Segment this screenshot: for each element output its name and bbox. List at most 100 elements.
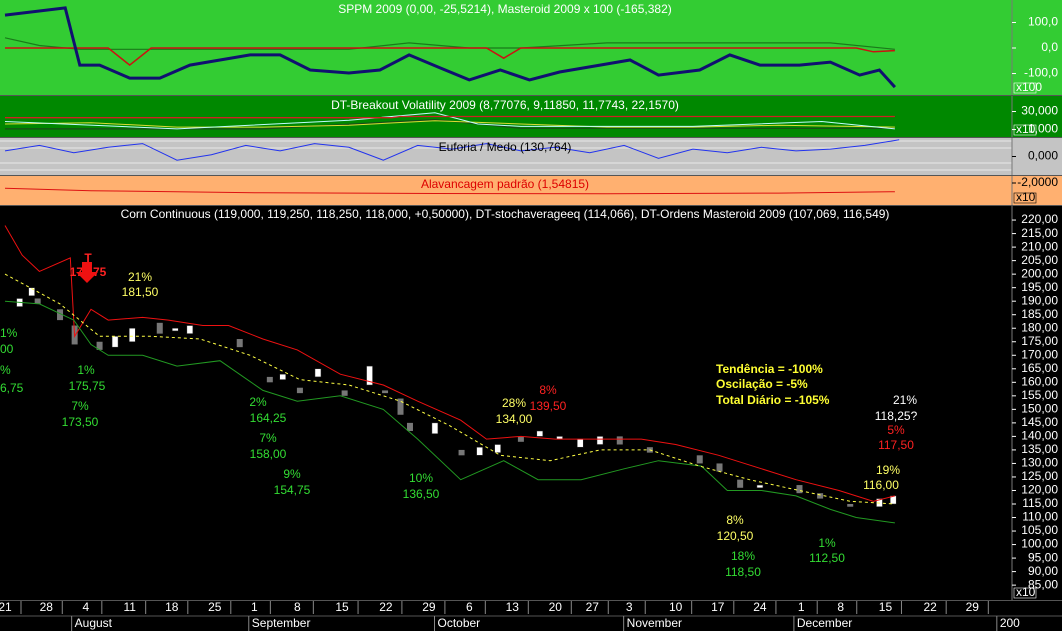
- x-tick-label: 27: [586, 600, 600, 614]
- y-tick-label: 150,00: [1021, 402, 1058, 416]
- annotation: 7%: [71, 399, 89, 413]
- candle-body: [57, 309, 64, 321]
- x-tick-label: 6: [466, 600, 473, 614]
- annotation: 181,50: [122, 285, 159, 299]
- y-tick-label: 120,00: [1021, 483, 1058, 497]
- x-tick-label: 8: [837, 600, 844, 614]
- y-tick-label: 165,00: [1021, 361, 1058, 375]
- annotation: 10%: [409, 471, 433, 485]
- x-tick-label: 18: [165, 600, 179, 614]
- annotation: 118,50: [725, 565, 761, 579]
- annotation: 28%: [502, 396, 526, 410]
- annotation: 112,50: [809, 551, 845, 565]
- series-line: [4, 112, 895, 130]
- y-tick-label: 170,00: [1021, 347, 1058, 361]
- annotation: 19%: [876, 463, 900, 477]
- candle-body: [296, 387, 303, 394]
- candle-body: [716, 463, 723, 472]
- x-tick-label: 29: [966, 600, 980, 614]
- month-label: November: [627, 616, 682, 630]
- candle-body: [279, 373, 286, 380]
- annotation: 21%: [128, 270, 152, 284]
- annotation: Total Diário = -105%: [716, 393, 830, 407]
- y-tick-label: 100,00: [1021, 537, 1058, 551]
- series-line: [4, 225, 896, 502]
- candle-body: [458, 449, 465, 456]
- x-tick-label: 15: [879, 600, 893, 614]
- month-label: 200: [1000, 616, 1020, 630]
- annotation: Tendência = -100%: [716, 362, 823, 376]
- candle-body: [156, 322, 163, 334]
- candle-body: [341, 390, 348, 396]
- y-tick-label: 105,00: [1021, 523, 1058, 537]
- annotation: 8%: [726, 513, 744, 527]
- annotation: 134,00: [496, 412, 533, 426]
- x-tick-label: 11: [123, 600, 136, 614]
- series-line: [4, 300, 895, 524]
- month-label: August: [75, 616, 113, 630]
- scale-box: [1013, 82, 1037, 94]
- scale-label: x10: [1016, 585, 1036, 599]
- x-tick-label: 28: [40, 600, 54, 614]
- series-line: [5, 115, 895, 119]
- candle-body: [737, 479, 744, 488]
- x-tick-label: 22: [379, 600, 393, 614]
- y-tick-label: 205,00: [1021, 253, 1058, 267]
- candle-body: [382, 390, 389, 394]
- candle-body: [314, 368, 322, 378]
- annotation: 175,75: [69, 379, 106, 393]
- month-label: October: [437, 616, 480, 630]
- y-tick-label: 140,00: [1021, 429, 1058, 443]
- signal-arrow: [76, 262, 98, 283]
- annotation: 173,50: [62, 415, 99, 429]
- candle-body: [796, 485, 803, 494]
- x-tick-label: 25: [208, 600, 222, 614]
- x-tick-label: 24: [753, 600, 767, 614]
- candle-body: [171, 327, 179, 332]
- scale-box: [1013, 124, 1037, 136]
- candle-body: [817, 493, 824, 499]
- x-tick-label: 10: [669, 600, 683, 614]
- x-tick-label: 20: [549, 600, 563, 614]
- candle-body: [536, 430, 544, 437]
- annotation: 5%: [887, 423, 905, 437]
- y-tick-label: 210,00: [1021, 239, 1058, 253]
- candle-body: [476, 446, 483, 456]
- candle-body: [186, 325, 194, 334]
- candle-body: [96, 341, 103, 350]
- candle-body: [28, 287, 35, 297]
- candle-body: [397, 398, 404, 415]
- annotation: 139,50: [530, 399, 567, 413]
- annotation: 2%: [249, 395, 267, 409]
- series-line: [4, 187, 895, 195]
- candle-body: [696, 455, 703, 464]
- annotation: 6,75: [0, 381, 24, 395]
- panel-title: Euforia / Medo (130,764): [439, 140, 572, 154]
- candle-body: [517, 436, 524, 442]
- x-tick-label: 8: [294, 600, 301, 614]
- series-line: [5, 47, 895, 67]
- y-tick-label: 30,000: [1021, 104, 1058, 118]
- candle-body: [756, 484, 764, 489]
- candle-body: [129, 327, 136, 343]
- annotation: 118,25?: [875, 409, 918, 423]
- y-tick-label: 135,00: [1021, 442, 1058, 456]
- candle-body: [494, 444, 501, 453]
- x-tick-label: 22: [923, 600, 937, 614]
- x-tick-label: 1: [251, 600, 258, 614]
- panel-background: [0, 138, 1062, 175]
- scale-label: x100: [1016, 80, 1042, 94]
- annotation: 18%: [731, 549, 755, 563]
- y-tick-label: -100,0: [1024, 66, 1058, 80]
- panel-background: [0, 176, 1062, 205]
- y-tick-label: 180,00: [1021, 320, 1058, 334]
- annotation: 1%: [818, 536, 836, 550]
- y-tick-label: 0,0: [1041, 40, 1058, 54]
- scale-label: x10: [1016, 122, 1036, 136]
- annotation: 154,75: [274, 483, 311, 497]
- annotation: 8%: [539, 383, 557, 397]
- panel-background: [0, 206, 1062, 600]
- y-tick-label: 155,00: [1021, 388, 1058, 402]
- y-tick-label: 175,00: [1021, 334, 1058, 348]
